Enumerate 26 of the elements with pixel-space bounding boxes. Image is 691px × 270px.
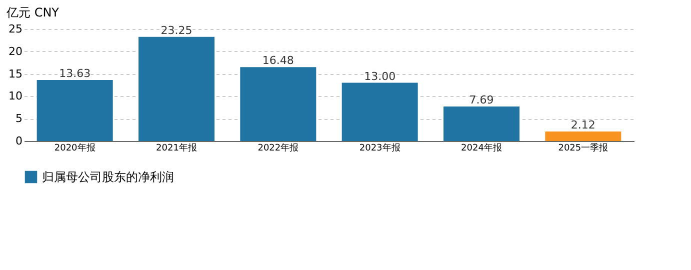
bar <box>36 80 113 141</box>
y-tick-label: 5 <box>16 112 22 126</box>
x-tick-label: 2022年报 <box>258 142 299 154</box>
text: 13.00 <box>364 70 396 83</box>
y-tick-label: 10 <box>8 90 22 103</box>
legend-label: 归属母公司股东的净利润 <box>42 170 174 184</box>
bar <box>545 132 622 141</box>
text: 23.25 <box>160 24 192 37</box>
y-tick-label: 25 <box>8 22 22 36</box>
x-tick-label: 2025一季报 <box>558 142 608 154</box>
bar <box>444 106 520 141</box>
bar <box>342 82 418 141</box>
x-tick-label: 2023年报 <box>359 142 400 154</box>
x-tick-label: 2020年报 <box>54 142 96 154</box>
y-tick-label: 0 <box>16 134 22 148</box>
bar <box>138 36 214 141</box>
y-tick-label: 20 <box>8 44 22 58</box>
text: 16.48 <box>262 54 294 68</box>
bar <box>240 67 316 141</box>
text: 13.63 <box>59 66 91 80</box>
x-tick-label: 2021年报 <box>156 142 197 154</box>
text: 7.69 <box>469 94 494 107</box>
x-tick-label: 2024年报 <box>461 142 502 154</box>
text: 2.12 <box>570 118 596 132</box>
y-tick-label: 15 <box>8 67 22 80</box>
y-axis-title: 亿元 CNY <box>6 6 60 20</box>
